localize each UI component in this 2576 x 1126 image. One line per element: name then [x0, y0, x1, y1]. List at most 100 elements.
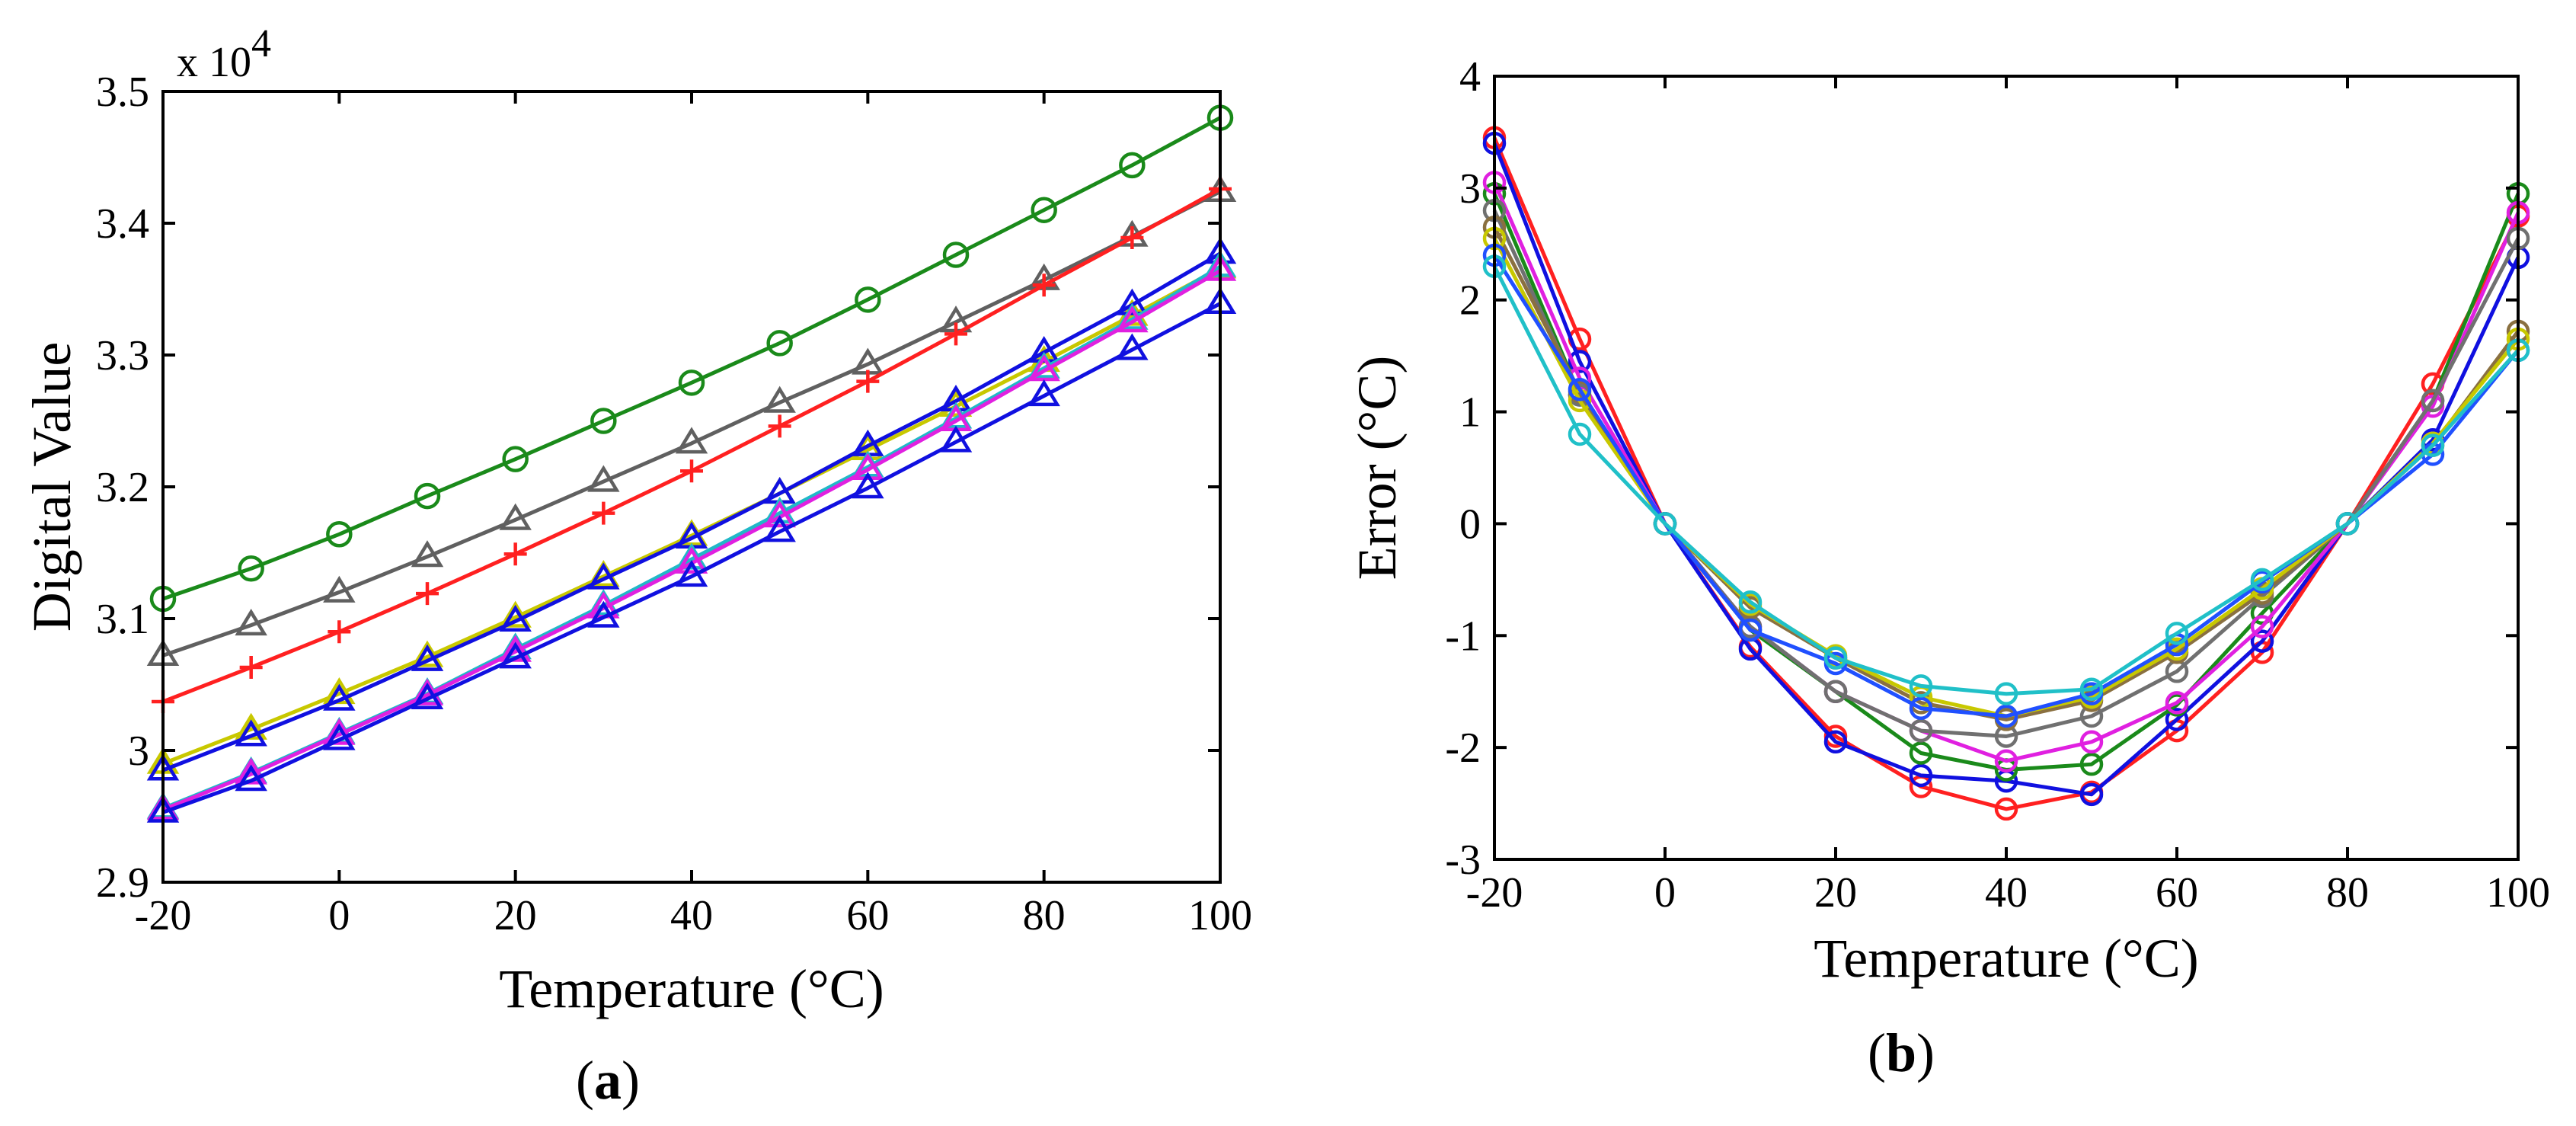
data-point — [1909, 741, 1933, 765]
data-point — [1909, 674, 1933, 698]
data-point — [675, 560, 708, 587]
data-point — [678, 369, 705, 396]
x-tick-label: 60 — [846, 892, 889, 939]
y-tick-label: 0 — [1459, 501, 1481, 548]
series-line — [1492, 237, 2520, 718]
x-tick-label: 0 — [1654, 869, 1676, 916]
data-point — [763, 515, 796, 542]
data-point — [1909, 718, 1933, 743]
data-point — [587, 600, 620, 628]
data-point — [411, 678, 444, 705]
x-tick-label: 80 — [1023, 892, 1066, 939]
data-point — [1823, 646, 1848, 670]
data-point — [411, 540, 444, 568]
data-point — [323, 718, 356, 745]
data-point — [942, 242, 970, 268]
data-point — [587, 562, 620, 590]
data-point — [855, 286, 881, 313]
data-point — [414, 482, 441, 510]
data-point — [1994, 797, 2018, 821]
y-tick-label: 2.9 — [96, 859, 149, 907]
x-tick-label: 80 — [2326, 869, 2369, 916]
data-point — [2421, 433, 2445, 457]
y-tick-label: 3.5 — [96, 69, 149, 116]
data-point — [1116, 305, 1149, 333]
data-point — [411, 644, 444, 671]
chart-a-frame — [161, 90, 1222, 884]
data-point — [1568, 377, 1592, 401]
data-point — [766, 330, 793, 357]
series-line — [1492, 142, 2520, 797]
chart-b-y-label: Error (°C) — [1347, 356, 1408, 581]
series-line — [162, 302, 1222, 814]
data-point — [2079, 752, 2104, 776]
data-point — [323, 683, 356, 711]
data-point — [763, 385, 796, 413]
data-point — [2165, 691, 2189, 715]
x-tick-label: 0 — [328, 892, 350, 939]
y-tick-label: 3 — [128, 728, 149, 775]
y-tick-label: 3.4 — [96, 200, 149, 248]
data-point — [235, 609, 267, 636]
x-tick-label: 20 — [494, 892, 537, 939]
series-line — [1492, 226, 2520, 721]
data-point — [238, 555, 264, 582]
data-point — [2250, 629, 2274, 653]
data-point — [939, 425, 973, 453]
chart-a-y-ticks: 2.9 3 3.1 3.2 3.3 3.4 3.5 — [96, 69, 1220, 907]
data-point — [1028, 379, 1060, 407]
chart-b-y-ticks: -3 -2 -1 0 1 2 3 4 — [1445, 53, 2518, 884]
chart-a-y-scale-note: x 104 — [177, 22, 271, 86]
data-point — [323, 723, 356, 750]
chart-a-x-label: Temperature (°C) — [499, 958, 884, 1019]
data-point — [1653, 512, 1677, 536]
chart-a-y-label: Digital Value — [21, 342, 82, 632]
data-point — [1116, 288, 1149, 315]
x-tick-label: 100 — [2486, 869, 2550, 916]
data-point — [2335, 512, 2360, 536]
chart-a-x-ticks: -20 0 20 40 60 80 100 — [135, 91, 1252, 939]
data-point — [235, 719, 267, 747]
data-point — [1028, 354, 1060, 382]
series-line — [162, 116, 1222, 601]
series-line — [1492, 265, 2520, 696]
data-point — [328, 620, 351, 644]
data-point — [592, 501, 615, 525]
x-tick-label: 60 — [2156, 869, 2198, 916]
series-line — [1492, 210, 2520, 738]
y-tick-label: 4 — [1459, 53, 1481, 101]
data-point — [680, 459, 703, 483]
data-point — [1823, 730, 1848, 754]
chart-b-frame — [1493, 75, 2520, 861]
y-tick-label: -2 — [1445, 725, 1481, 772]
y-tick-label: 1 — [1459, 389, 1481, 437]
series-line — [1492, 181, 2520, 763]
x-tick-label: 40 — [1985, 869, 2028, 916]
chart-b-series — [1482, 126, 2530, 821]
data-point — [587, 465, 620, 492]
data-point — [675, 542, 708, 570]
chart-b: -20 0 20 40 60 80 100 -3 -2 -1 0 1 2 3 4 Temperature … — [1347, 53, 2550, 1083]
data-point — [1119, 152, 1146, 179]
data-point — [499, 503, 532, 530]
data-point — [416, 582, 439, 606]
data-point — [2250, 568, 2274, 592]
y-tick-label: 2 — [1459, 277, 1481, 325]
data-point — [1994, 749, 2018, 773]
chart-b-panel-label: (b) — [1868, 1022, 1935, 1083]
series-cyan — [1482, 254, 2530, 705]
y-tick-label: -3 — [1445, 837, 1481, 884]
data-point — [2079, 730, 2104, 754]
data-point — [1994, 704, 2018, 728]
data-point — [499, 600, 532, 628]
x-tick-label: 40 — [670, 892, 713, 939]
series-green-circle — [149, 104, 1234, 613]
y-tick-label: 3.3 — [96, 332, 149, 379]
chart-b-x-ticks: -20 0 20 40 60 80 100 — [1466, 76, 2550, 916]
data-point — [502, 446, 529, 472]
data-point — [763, 501, 796, 528]
data-point — [1031, 197, 1057, 223]
data-point — [1994, 682, 2018, 705]
data-point — [1568, 350, 1592, 373]
y-tick-label: 3 — [1459, 165, 1481, 213]
